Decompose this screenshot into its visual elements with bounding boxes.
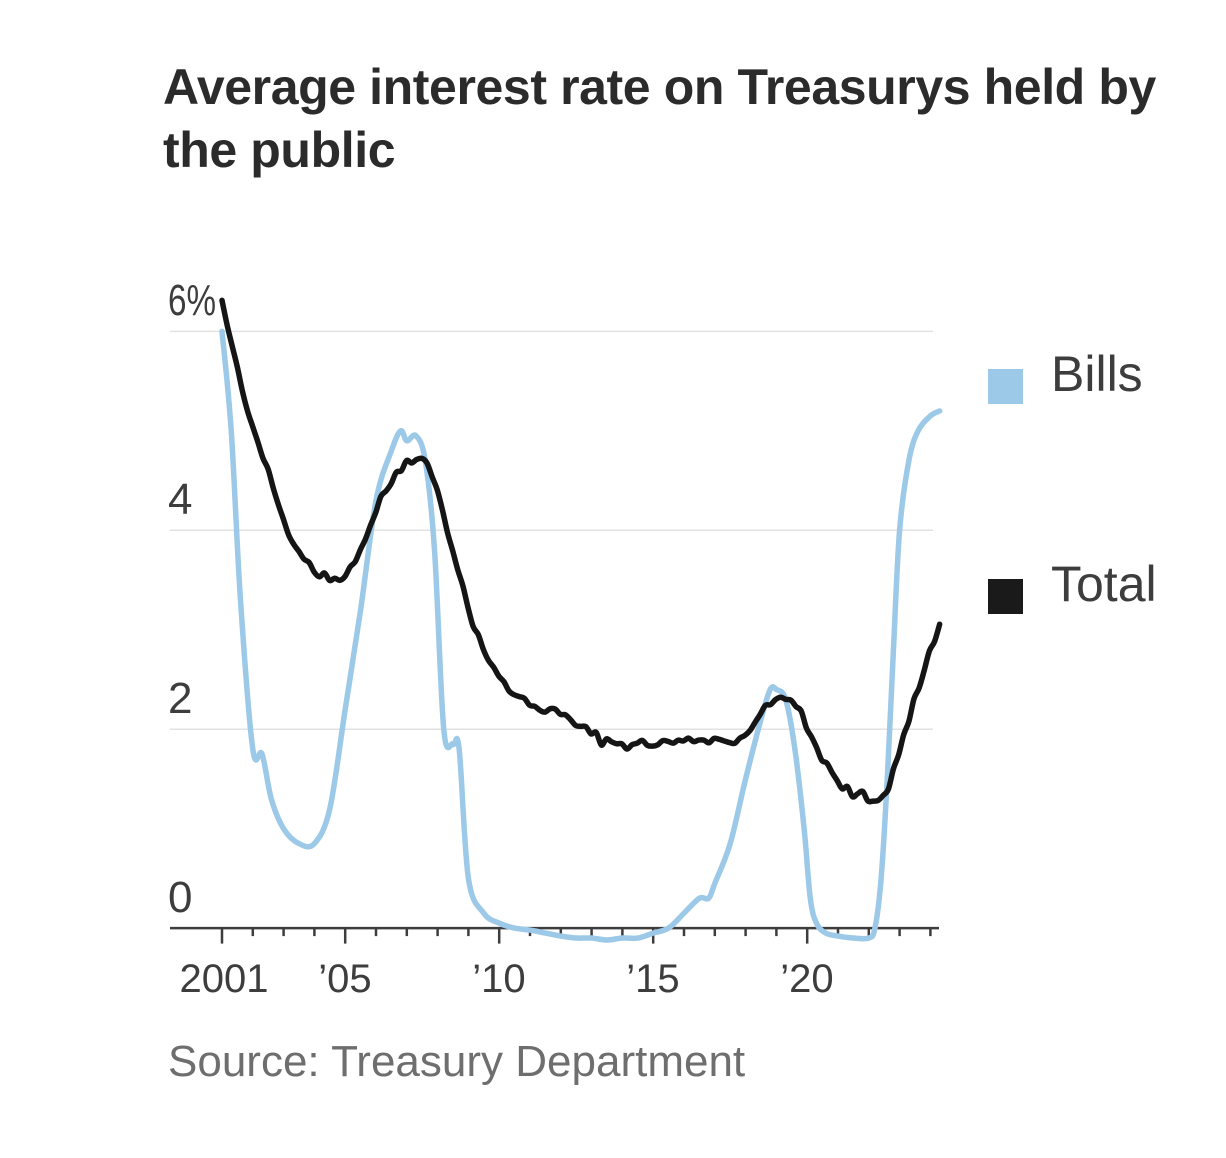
svg-text:6%: 6% xyxy=(168,276,216,325)
svg-text:Bills: Bills xyxy=(1051,346,1143,402)
svg-text:’10: ’10 xyxy=(472,957,525,1001)
svg-text:2001: 2001 xyxy=(180,957,269,1001)
svg-text:Total: Total xyxy=(1051,556,1157,612)
svg-text:0: 0 xyxy=(168,873,192,922)
svg-text:4: 4 xyxy=(168,475,192,524)
svg-text:’15: ’15 xyxy=(626,957,679,1001)
svg-text:2: 2 xyxy=(168,674,192,723)
svg-text:’20: ’20 xyxy=(780,957,833,1001)
svg-text:’05: ’05 xyxy=(318,957,371,1001)
